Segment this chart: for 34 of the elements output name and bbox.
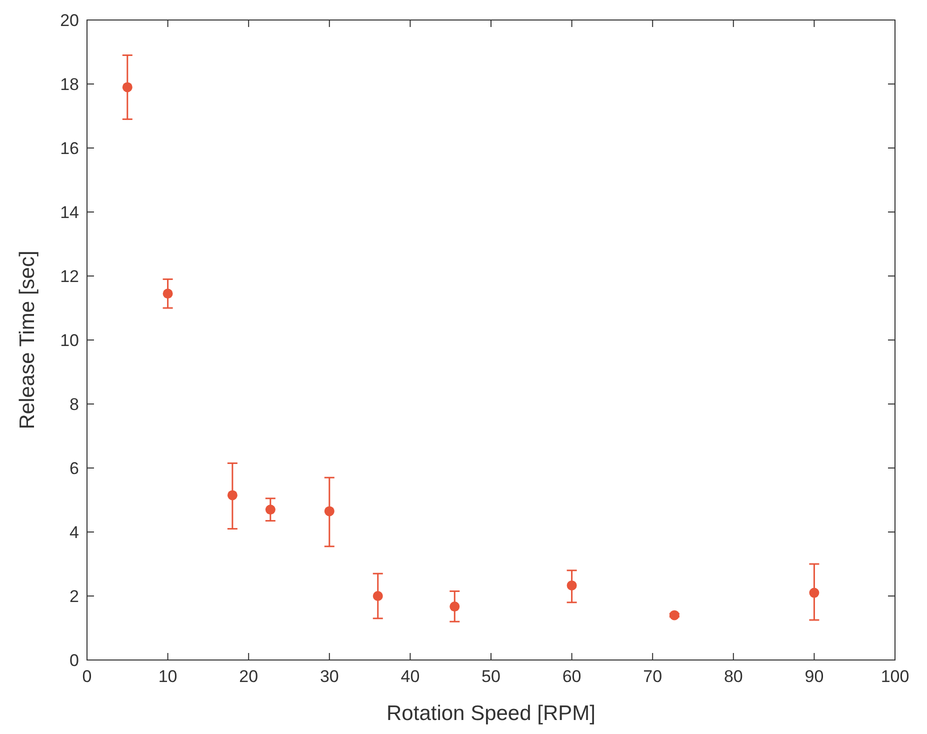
x-tick-label: 70: [643, 667, 662, 686]
x-tick-label: 20: [239, 667, 258, 686]
x-tick-label: 10: [158, 667, 178, 686]
point: [372, 591, 383, 601]
x-tick-label: 80: [724, 667, 743, 686]
x-tick-label: 40: [400, 667, 420, 686]
y-tick-label: 8: [70, 394, 79, 414]
point: [809, 588, 820, 598]
x-tick-label: 60: [562, 667, 582, 686]
y-tick-label: 4: [70, 522, 79, 542]
point: [324, 506, 334, 516]
y-tick-label: 18: [60, 74, 79, 94]
point: [450, 602, 460, 612]
point: [669, 610, 680, 620]
x-tick-label: 90: [804, 667, 824, 686]
y-tick-label: 12: [60, 266, 79, 286]
x-tick-label: 50: [482, 667, 500, 686]
y-tick-label: 0: [70, 650, 79, 670]
point: [265, 504, 276, 515]
point: [162, 288, 173, 299]
y-tick-label: 6: [70, 458, 79, 478]
point: [122, 82, 132, 92]
x-tick-label: 30: [320, 667, 339, 686]
x-axis-title: Rotation Speed [RPM]: [386, 702, 596, 725]
x-tick-label: 100: [880, 667, 910, 686]
point: [227, 490, 238, 500]
y-axis-title: Release Time [sec]: [16, 250, 39, 430]
y-tick-label: 2: [70, 586, 79, 606]
y-tick-label: 20: [60, 10, 79, 30]
y-tick-label: 14: [60, 202, 79, 222]
y-tick-label: 10: [60, 330, 79, 350]
y-tick-label: 16: [60, 138, 79, 158]
x-tick-label: 0: [82, 667, 92, 686]
point: [566, 580, 577, 590]
